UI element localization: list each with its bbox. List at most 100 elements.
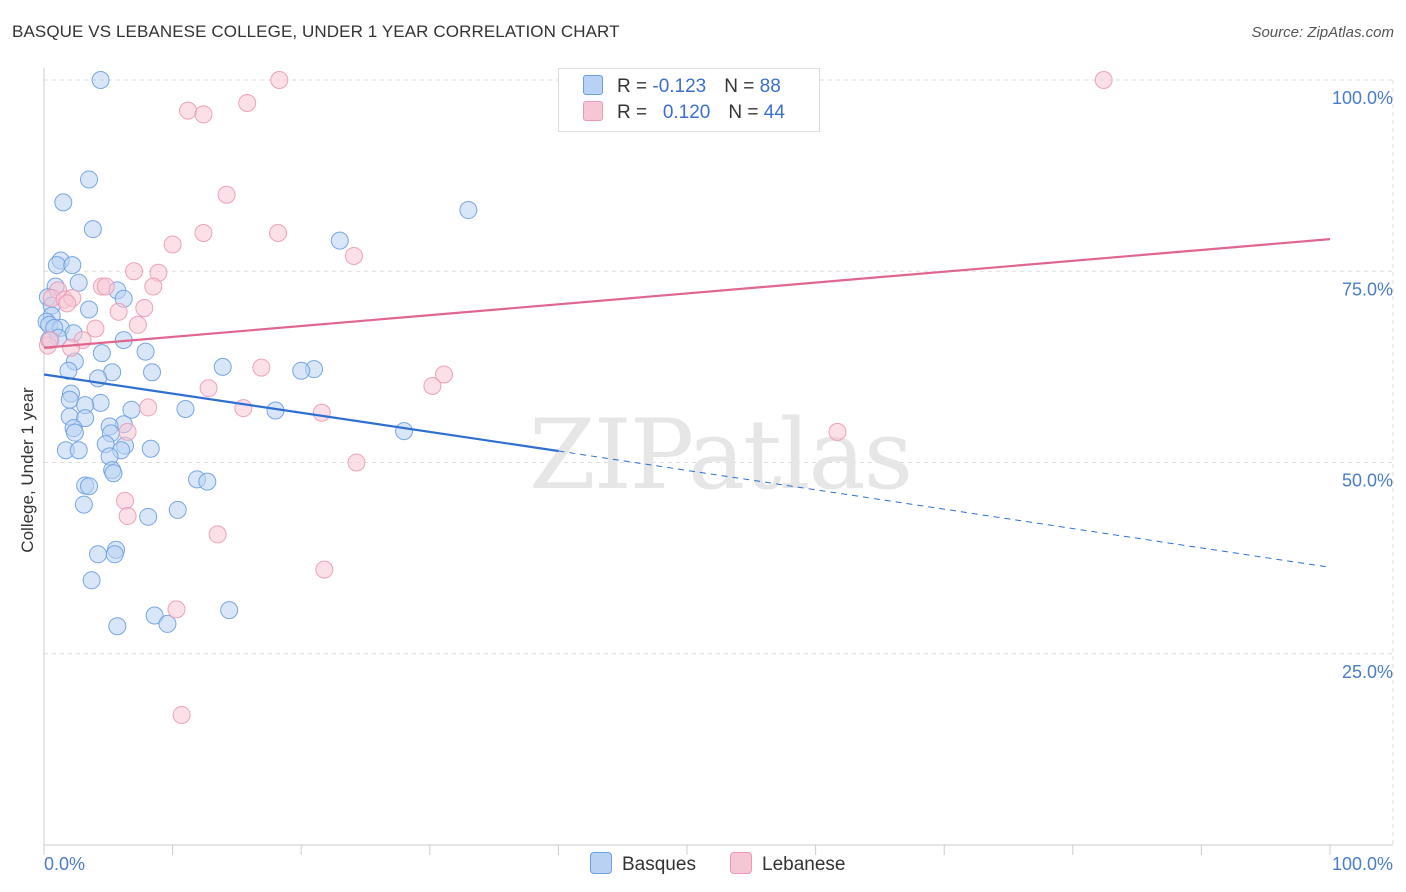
basques-trend-line [43,373,559,453]
lebanese-point [118,507,137,526]
basques-point [76,409,95,428]
basques-point [459,201,478,220]
legend-item-basques[interactable]: Basques [590,852,696,876]
basques-point [136,342,155,361]
series-legend: Basques Lebanese [0,852,1406,878]
legend-n-value: 88 [759,76,781,97]
lebanese-point [179,101,198,120]
lebanese-point [58,294,77,313]
legend-n-value: 44 [763,102,785,123]
lebanese-point [434,365,453,384]
basques-point [168,500,187,519]
x-tick-label: 100.0% [1332,854,1393,874]
legend-r-value: -0.123 [652,76,707,97]
lebanese-point [252,358,271,377]
lebanese-point [116,491,135,510]
basques-point [80,300,99,319]
chart-title: BASQUE VS LEBANESE COLLEGE, UNDER 1 YEAR… [12,22,620,41]
lebanese-point [1094,71,1113,89]
lebanese-point [172,705,191,724]
x-tick-label: 0.0% [44,854,85,874]
legend-r-label: R = [617,102,653,123]
lebanese-point [344,246,363,265]
lebanese-point [315,560,334,579]
y-tick-label: 50.0% [1342,471,1393,491]
legend-swatch-basques [583,75,603,95]
lebanese-point [62,338,81,357]
basques-point [80,170,99,189]
y-tick-label: 75.0% [1342,279,1393,299]
lebanese-point [118,422,137,441]
trend-lines [43,238,1331,568]
legend-n-label: N = [728,102,764,123]
legend-swatch-lebanese [583,101,603,121]
lebanese-point [270,71,289,89]
y-tick-label: 100.0% [1332,88,1393,108]
basques-trend-extension [558,450,1331,568]
basques-point [54,193,73,212]
legend-n-label: N = [724,76,760,97]
legend-label-lebanese: Lebanese [762,854,846,875]
lebanese-point [269,224,288,242]
basques-point [80,477,99,496]
lebanese-point [423,377,442,395]
basques-point [198,472,217,491]
basques-point [213,357,232,376]
basques-point [91,393,110,412]
lebanese-point [312,403,331,422]
lebanese-point [238,93,257,112]
basques-point [330,231,349,250]
lebanese-point [86,319,105,338]
lebanese-point [828,422,847,441]
basques-point [143,363,162,382]
basques-point [292,361,311,380]
y-tick-label: 25.0% [1342,662,1393,682]
lebanese-point [163,235,182,254]
watermark: ZIPatlas [529,399,911,511]
basques-point [83,220,102,239]
basques-point [69,273,88,292]
lebanese-point [199,379,218,398]
basques-point [158,614,177,633]
legend-r-label: R = [617,76,653,97]
basques-point [220,601,239,620]
legend-swatch-basques [590,852,612,874]
chart-source: Source: ZipAtlas.com [1251,24,1394,41]
basques-point [139,507,158,526]
basques-point [89,545,108,564]
lebanese-point [167,600,186,619]
lebanese-point [41,331,60,350]
basques-point [145,606,164,625]
basques-point [69,441,88,460]
lebanese-point [194,224,213,242]
lebanese-point [135,298,154,317]
lebanese-point [347,453,366,472]
basques-point [74,495,93,514]
basques-point [47,256,66,275]
basques-point [91,71,110,89]
lebanese-point [208,525,227,544]
lebanese-trend-line [43,238,1331,349]
tick-labels: 100.0% 75.0% 50.0% 25.0% 0.0% 100.0% [44,88,1393,874]
legend-label-basques: Basques [622,854,696,875]
legend-row-lebanese: R = 0.120 N = 44 [583,101,785,127]
basques-point [92,344,111,363]
axes [43,68,1393,855]
lebanese-point [128,315,147,334]
legend-item-lebanese[interactable]: Lebanese [730,852,845,876]
basques-point [108,617,127,636]
basques-point [82,571,101,590]
lebanese-point [217,185,236,204]
lebanese-point [144,277,163,296]
basques-point [60,390,79,409]
lebanese-point [139,398,158,417]
basques-point [63,256,82,275]
legend-row-basques: R = -0.123 N = 88 [583,75,781,101]
lebanese-point [109,302,128,321]
basques-point [65,423,84,442]
legend-swatch-lebanese [730,852,752,874]
basques-point [141,439,160,458]
stats-legend: R = -0.123 N = 88 R = 0.120 N = 44 [558,68,820,132]
lebanese-point [125,262,144,281]
